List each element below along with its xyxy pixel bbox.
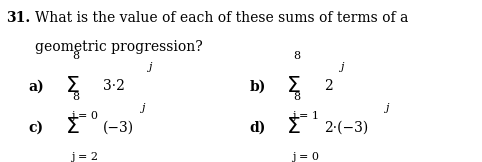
Text: (−3): (−3) <box>103 120 134 134</box>
Text: 8: 8 <box>294 92 301 102</box>
Text: c): c) <box>28 120 43 134</box>
Text: b): b) <box>250 79 266 93</box>
Text: j = 1: j = 1 <box>293 111 320 121</box>
Text: $\Sigma$: $\Sigma$ <box>286 116 300 138</box>
Text: j = 0: j = 0 <box>293 152 320 162</box>
Text: What is the value of each of these sums of terms of a: What is the value of each of these sums … <box>35 11 409 25</box>
Text: j = 0: j = 0 <box>71 111 98 121</box>
Text: 8: 8 <box>72 51 80 61</box>
Text: $\Sigma$: $\Sigma$ <box>65 75 79 97</box>
Text: $\Sigma$: $\Sigma$ <box>65 116 79 138</box>
Text: 8: 8 <box>72 92 80 102</box>
Text: a): a) <box>28 79 44 93</box>
Text: geometric progression?: geometric progression? <box>35 40 203 54</box>
Text: 2: 2 <box>324 79 333 93</box>
Text: j: j <box>148 62 151 72</box>
Text: d): d) <box>250 120 266 134</box>
Text: j: j <box>340 62 343 72</box>
Text: j: j <box>385 103 388 113</box>
Text: $\Sigma$: $\Sigma$ <box>286 75 300 97</box>
Text: j = 2: j = 2 <box>71 152 98 162</box>
Text: 31.: 31. <box>6 11 30 25</box>
Text: 8: 8 <box>294 51 301 61</box>
Text: j: j <box>141 103 145 113</box>
Text: 2·(−3): 2·(−3) <box>324 120 368 134</box>
Text: 3·2: 3·2 <box>103 79 125 93</box>
